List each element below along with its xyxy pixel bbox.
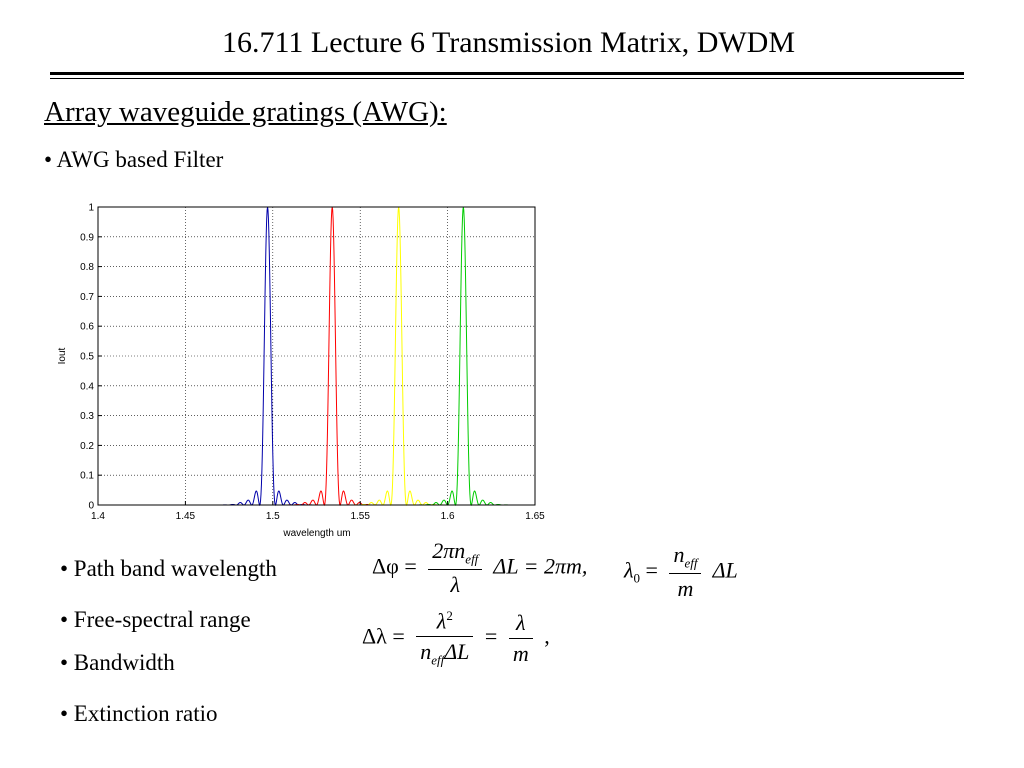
y-tick-label: 0.4 — [80, 381, 94, 392]
eq-phase-fraction: 2πneff λ — [428, 538, 483, 598]
section-heading: Array waveguide gratings (AWG): — [44, 96, 447, 128]
equation-center-wavelength: λ0 = neff m ΔL — [624, 542, 738, 602]
y-tick-label: 0 — [88, 501, 94, 512]
y-tick-label: 1 — [88, 203, 94, 214]
x-tick-label: 1.4 — [91, 511, 105, 522]
eq-fsr-fraction-1: λ2 neffΔL — [416, 608, 474, 669]
x-tick-label: 1.5 — [266, 511, 280, 522]
eq-center-num: n — [673, 542, 685, 567]
awg-filter-chart: 1.4 1.45 1.5 1.55 1.6 1.65 0 0.1 0.2 0.3 0.4 0.5 0.6… — [57, 203, 545, 540]
y-tick-label: 0.7 — [80, 292, 94, 303]
eq-fsr-den-sub: eff — [431, 652, 445, 668]
equation-free-spectral-range: Δλ = λ2 neffΔL = λ m , — [362, 608, 550, 669]
eq-phase-num: 2πn — [432, 538, 466, 563]
eq-phase-num-sub: eff — [465, 551, 479, 567]
title-rule-thin — [50, 78, 964, 79]
bullet-bandwidth: • Bandwidth — [60, 650, 175, 675]
bullet-free-spectral-range: • Free-spectral range — [60, 607, 251, 632]
x-tick-label: 1.6 — [441, 511, 455, 522]
x-axis-label: wavelength um — [282, 528, 350, 539]
x-tick-label: 1.45 — [176, 511, 196, 522]
eq-center-lhs: λ — [624, 557, 634, 583]
eq-fsr-num2: λ — [508, 610, 533, 639]
y-tick-label: 0.5 — [80, 352, 94, 363]
plot-frame — [97, 206, 536, 506]
equation-phase-difference: Δφ = 2πneff λ ΔL = 2πm, — [372, 538, 587, 598]
eq-fsr-tail: , — [544, 623, 550, 649]
bullet-awg-filter: • AWG based Filter — [44, 147, 224, 172]
eq-center-lhs-sub: 0 — [633, 570, 641, 586]
eq-fsr-den: n — [420, 639, 432, 665]
eq-fsr-den-tail: ΔL — [444, 639, 470, 665]
chart-ticks: 1.4 1.45 1.5 1.55 1.6 1.65 0 0.1 0.2 0.3 0.4 0.5 0.6… — [80, 203, 545, 523]
eq-center-den: m — [677, 576, 694, 602]
chart-grid — [97, 206, 536, 506]
bullet-path-band-wavelength: • Path band wavelength — [60, 556, 277, 581]
eq-fsr-fraction-2: λ m — [508, 610, 533, 667]
eq-phase-den: λ — [450, 572, 461, 598]
y-tick-label: 0.3 — [80, 411, 94, 422]
x-tick-label: 1.55 — [350, 511, 370, 522]
eq-center-num-sub: eff — [684, 555, 698, 571]
x-tick-label: 1.65 — [525, 511, 545, 522]
eq-fsr-equals-2: = — [484, 623, 498, 649]
eq-center-fraction: neff m — [669, 542, 702, 602]
y-tick-label: 0.9 — [80, 232, 94, 243]
eq-center-rhs: ΔL — [712, 557, 738, 583]
bullet-extinction-ratio: • Extinction ratio — [60, 701, 218, 726]
eq-fsr-num: λ — [436, 608, 447, 634]
eq-center-equals: = — [645, 557, 658, 583]
title-rule-thick — [50, 72, 964, 75]
y-tick-label: 0.8 — [80, 262, 94, 273]
eq-fsr-den2: m — [512, 640, 529, 666]
slide-title: 16.711 Lecture 6 Transmission Matrix, DW… — [222, 26, 796, 59]
y-axis-label: Iout — [57, 347, 68, 364]
eq-fsr-lhs: Δλ = — [362, 623, 405, 649]
y-tick-label: 0.2 — [80, 441, 94, 452]
y-tick-label: 0.1 — [80, 471, 94, 482]
eq-phase-lhs: Δφ = — [372, 553, 417, 579]
eq-phase-rhs: ΔL = 2πm, — [493, 553, 588, 579]
eq-fsr-num-sup: 2 — [446, 608, 453, 623]
y-tick-label: 0.6 — [80, 322, 94, 333]
